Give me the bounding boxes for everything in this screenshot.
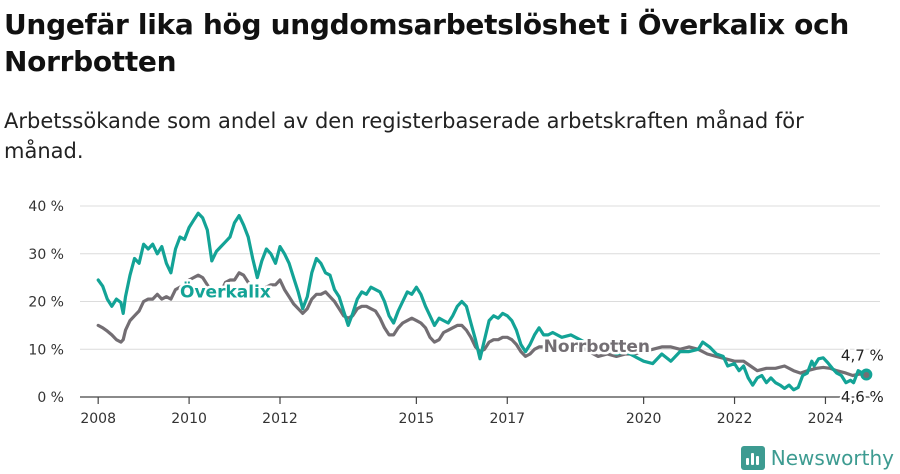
y-tick-label: 0 % xyxy=(37,390,64,406)
x-tick-label: 2017 xyxy=(489,411,525,427)
x-axis-ticks: 2008 2010 2012 2015 2017 2020 2022 2024 xyxy=(80,397,843,427)
series-label-norrbotten: Norrbotten xyxy=(544,337,650,357)
x-tick-label: 2010 xyxy=(171,411,207,427)
x-tick-label: 2015 xyxy=(399,411,435,427)
x-tick-label: 2022 xyxy=(717,411,753,427)
chart-subtitle: Arbetssökande som andel av den registerb… xyxy=(4,109,804,163)
newsworthy-brand: Newsworthy xyxy=(740,446,894,470)
x-tick-label: 2020 xyxy=(626,411,662,427)
x-tick-label: 2024 xyxy=(808,411,844,427)
y-tick-label: 10 % xyxy=(28,342,64,358)
series-lines xyxy=(96,211,868,392)
y-axis-ticks: 0 % 10 % 20 % 30 % 40 % xyxy=(28,199,64,406)
y-tick-label: 40 % xyxy=(28,199,64,215)
series-labels: Överkalix Norrbotten 4,7 % 4,6 % xyxy=(178,278,886,408)
x-tick-label: 2008 xyxy=(80,411,116,427)
line-chart: 0 % 10 % 20 % 30 % 40 % 2008 2010 2012 2015 2017… xyxy=(28,199,886,427)
y-tick-label: 30 % xyxy=(28,247,64,263)
end-marker-norrbotten xyxy=(863,372,870,379)
newsworthy-logo-icon xyxy=(740,446,765,470)
x-tick-label: 2012 xyxy=(262,411,298,427)
y-tick-label: 20 % xyxy=(28,295,64,311)
series-line-norrbotten xyxy=(96,271,868,378)
brand-name: Newsworthy xyxy=(770,446,894,470)
grid-lines xyxy=(80,205,880,398)
chart-title: Ungefär lika hög ungdomsarbetslöshet i Ö… xyxy=(4,8,850,78)
end-label-overkalix: 4,7 % xyxy=(841,347,884,365)
series-line-verkalix xyxy=(96,211,868,392)
series-label-verkalix: Överkalix xyxy=(180,281,271,303)
end-label-norrbotten: 4,6 % xyxy=(841,388,884,406)
